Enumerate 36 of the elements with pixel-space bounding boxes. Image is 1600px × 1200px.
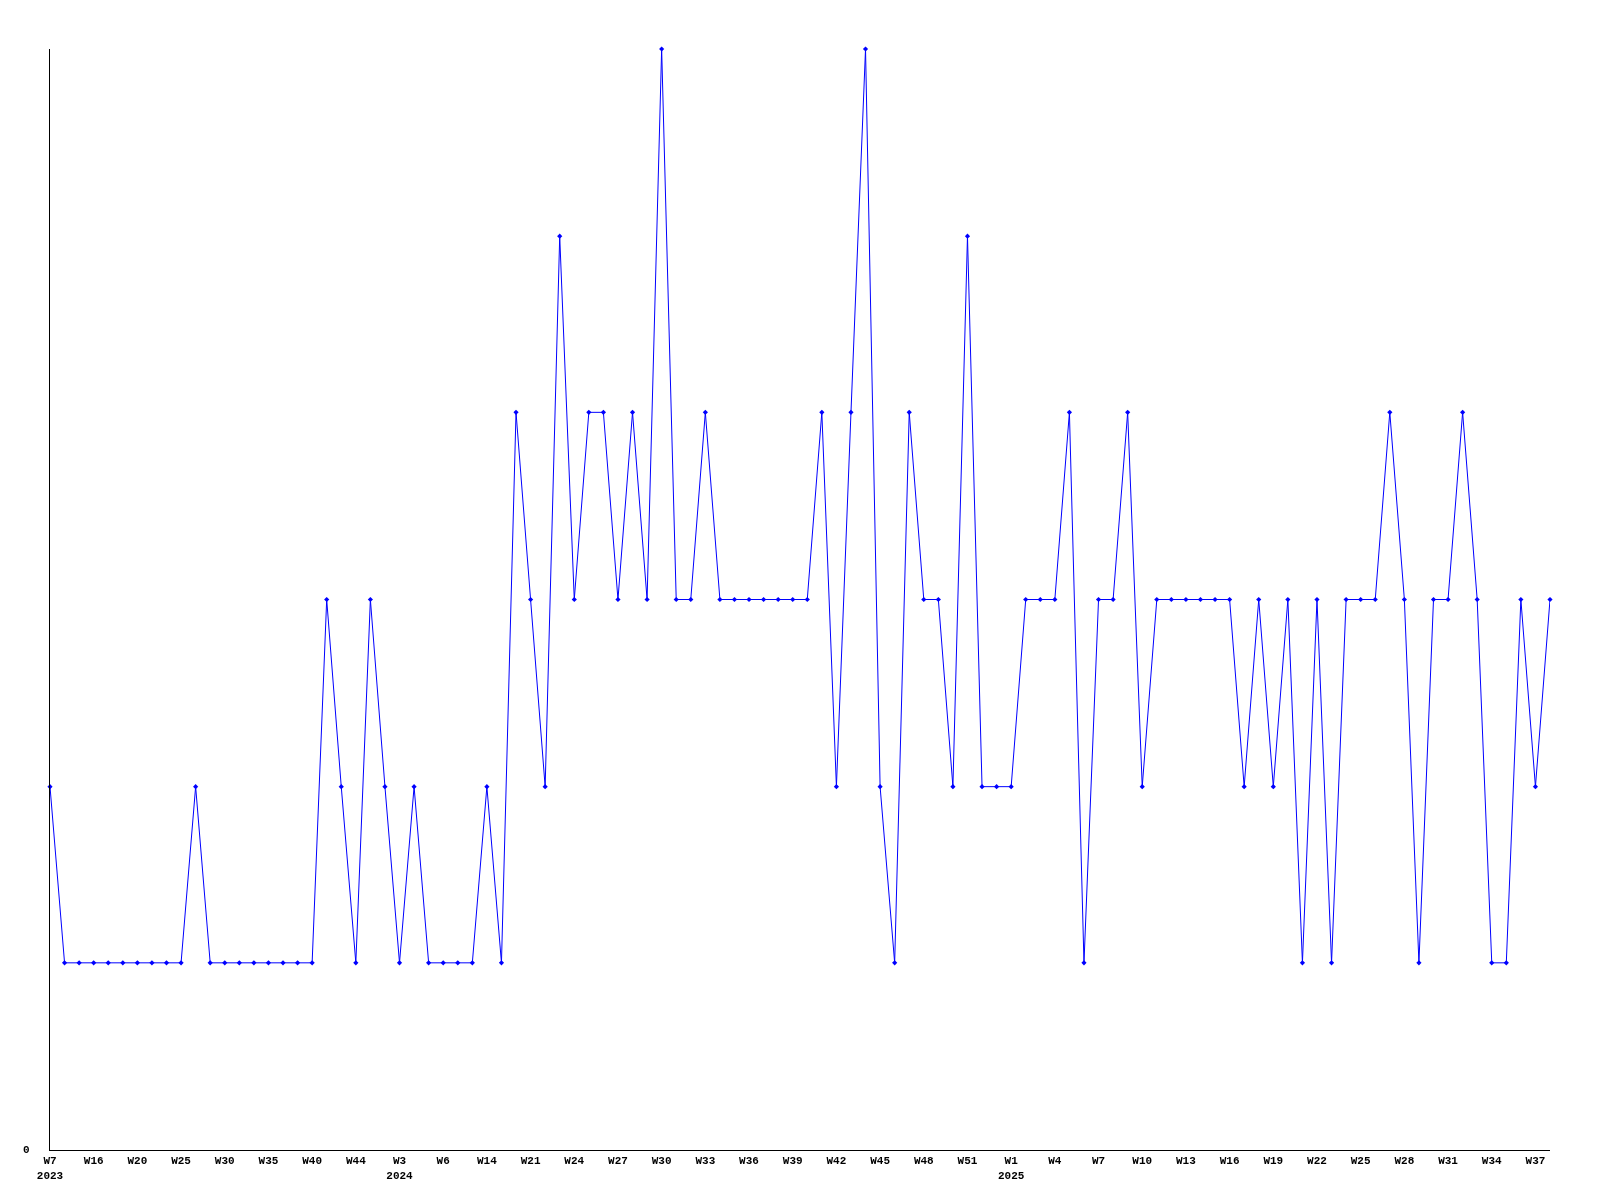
x-tick-label: W51 <box>957 1155 978 1168</box>
x-tick-label: W1 2025 <box>997 1155 1025 1182</box>
x-tick-label: W14 <box>476 1155 498 1168</box>
x-tick-label: W37 <box>1525 1155 1546 1168</box>
x-tick-label: W10 <box>1132 1155 1153 1168</box>
x-tick-label: W42 <box>826 1155 847 1168</box>
x-tick-label: W13 <box>1176 1155 1197 1168</box>
x-tick-label: W25 <box>1350 1155 1371 1168</box>
x-tick-label: W39 <box>782 1155 803 1168</box>
x-tick-label: W21 <box>520 1155 541 1168</box>
x-tick-label: W28 <box>1394 1155 1415 1168</box>
x-tick-label: W7 2023 <box>36 1155 64 1182</box>
x-tick-label: W34 <box>1481 1155 1503 1168</box>
x-tick-label: W30 <box>651 1155 672 1168</box>
x-tick-label: W40 <box>302 1155 323 1168</box>
x-tick-label: W19 <box>1263 1155 1284 1168</box>
x-tick-label: W27 <box>608 1155 628 1168</box>
x-tick-label: W45 <box>870 1155 891 1168</box>
x-tick-label: W48 <box>913 1155 935 1168</box>
x-tick-label: W33 <box>695 1155 716 1168</box>
x-tick-label: W4 <box>1048 1155 1062 1168</box>
x-tick-label: W7 <box>1091 1155 1106 1168</box>
x-tick-label: W3 2024 <box>386 1155 414 1182</box>
x-tick-label: W16 <box>83 1155 104 1168</box>
x-tick-label: W24 <box>564 1155 585 1168</box>
x-tick-label: W36 <box>739 1155 759 1168</box>
text: 0 <box>23 1144 30 1156</box>
x-tick-label: W44 <box>345 1155 367 1168</box>
x-tick-label: W30 <box>214 1155 235 1168</box>
x-tick-label: W31 <box>1438 1155 1459 1168</box>
x-tick-label: W22 <box>1307 1155 1327 1168</box>
x-tick-label: W6 <box>436 1155 450 1168</box>
x-tick-label: W25 <box>171 1155 192 1168</box>
x-tick-label: W16 <box>1219 1155 1240 1168</box>
x-tick-label: W20 <box>127 1155 148 1168</box>
x-tick-label: W35 <box>258 1155 279 1168</box>
